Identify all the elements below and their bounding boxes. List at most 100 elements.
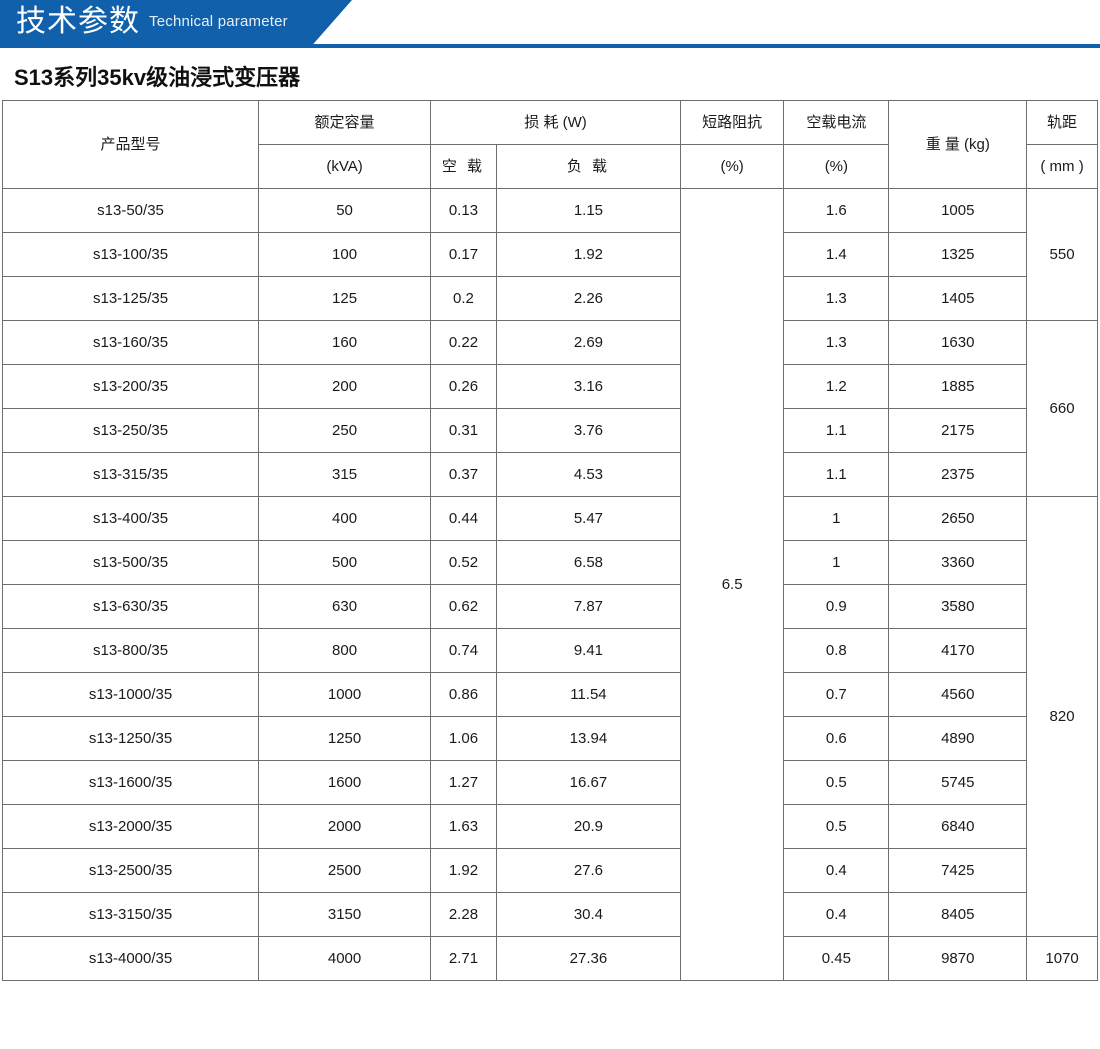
cell-loss-load: 13.94 [495,716,682,762]
cell-loss-load: 27.6 [495,848,682,894]
cell-loss-load: 7.87 [495,584,682,630]
cell-loss-noload: 1.63 [430,804,497,850]
section-banner: 技术参数 Technical parameter [0,0,1100,52]
cell-loss-noload: 0.17 [430,232,497,278]
table-row: s13-1000/35 1000 0.86 11.54 0.7 4560 [1,672,1098,718]
cell-loss-load: 11.54 [495,672,682,718]
cell-noload-current: 1.4 [783,232,890,278]
cell-loss-load: 3.16 [495,364,682,410]
table-row: s13-800/35 800 0.74 9.41 0.8 4170 [1,628,1098,674]
header-capacity-group: 额定容量 [258,100,432,146]
cell-weight: 1405 [888,276,1028,322]
table-row: s13-50/35 50 0.13 1.15 6.5 1.6 1005 550 [1,188,1098,982]
cell-loss-load: 3.76 [495,408,682,454]
cell-noload-current: 1.3 [783,320,890,366]
cell-loss-noload: 1.27 [430,760,497,806]
cell-loss-noload: 0.44 [430,496,497,542]
page-title: S13系列35kv级油浸式变压器 [14,65,301,90]
cell-noload-current: 0.6 [783,716,890,762]
banner-shape [0,0,352,48]
header-weight: 重 量 (kg) [888,100,1028,190]
cell-capacity: 500 [258,540,432,586]
cell-model: s13-2500/35 [1,848,260,894]
header-rail-gauge: 轨距 [1026,100,1098,146]
cell-capacity: 250 [258,408,432,454]
header-rail-gauge-unit-text: ( mm ) [1040,158,1084,175]
cell-noload-current: 1 [783,496,890,542]
cell-model: s13-1000/35 [1,672,260,718]
cell-impedance: 6.5 [680,188,785,982]
table-head: 产品型号 额定容量 损 耗 (W) 短路阻抗 空载电流 重 量 (kg) 轨距 … [1,100,1098,190]
cell-weight: 1885 [888,364,1028,410]
cell-noload-current: 1 [783,540,890,586]
cell-rail-gauge: 820 [1026,496,1098,938]
cell-model: s13-100/35 [1,232,260,278]
table-row: s13-200/35 200 0.26 3.16 1.2 1885 [1,364,1098,410]
cell-model: s13-315/35 [1,452,260,498]
table-row: s13-400/35 400 0.44 5.47 1 2650 820 [1,496,1098,938]
header-capacity-unit: (kVA) [258,144,432,190]
cell-model: s13-3150/35 [1,892,260,938]
header-loss-load: 负 载 [495,144,682,190]
cell-weight: 4560 [888,672,1028,718]
cell-noload-current: 0.9 [783,584,890,630]
cell-noload-current: 0.4 [783,848,890,894]
cell-capacity: 1250 [258,716,432,762]
banner-title-en: Technical parameter [149,12,288,30]
cell-model: s13-125/35 [1,276,260,322]
cell-weight: 2375 [888,452,1028,498]
cell-rail-gauge: 660 [1026,320,1098,498]
cell-noload-current: 0.7 [783,672,890,718]
cell-loss-noload: 0.22 [430,320,497,366]
cell-loss-noload: 0.74 [430,628,497,674]
cell-loss-load: 20.9 [495,804,682,850]
cell-loss-load: 9.41 [495,628,682,674]
table-row: s13-1600/35 1600 1.27 16.67 0.5 5745 [1,760,1098,806]
cell-weight: 3360 [888,540,1028,586]
cell-capacity: 125 [258,276,432,322]
cell-loss-load: 30.4 [495,892,682,938]
cell-weight: 6840 [888,804,1028,850]
table-row: s13-4000/35 4000 2.71 27.36 0.45 9870 1070 [1,936,1098,982]
header-row-top: 产品型号 额定容量 损 耗 (W) 短路阻抗 空载电流 重 量 (kg) 轨距 [1,100,1098,190]
cell-capacity: 400 [258,496,432,542]
spec-table-container: 产品型号 额定容量 损 耗 (W) 短路阻抗 空载电流 重 量 (kg) 轨距 … [1,100,1098,982]
cell-model: s13-2000/35 [1,804,260,850]
cell-weight: 4170 [888,628,1028,674]
cell-noload-current: 1.3 [783,276,890,322]
cell-model: s13-4000/35 [1,936,260,982]
cell-weight: 5745 [888,760,1028,806]
cell-loss-noload: 0.52 [430,540,497,586]
banner-title-cn: 技术参数 [16,5,140,38]
cell-capacity: 200 [258,364,432,410]
cell-loss-load: 2.69 [495,320,682,366]
header-rail-gauge-unit: ( mm ) [1026,144,1098,190]
cell-capacity: 100 [258,232,432,278]
table-row: s13-315/35 315 0.37 4.53 1.1 2375 [1,452,1098,498]
cell-loss-noload: 0.13 [430,188,497,234]
cell-noload-current: 0.45 [783,936,890,982]
table-row: s13-500/35 500 0.52 6.58 1 3360 [1,540,1098,586]
header-model: 产品型号 [1,100,260,190]
cell-weight: 1325 [888,232,1028,278]
cell-loss-load: 2.26 [495,276,682,322]
cell-loss-noload: 0.2 [430,276,497,322]
cell-capacity: 1000 [258,672,432,718]
header-loss-group: 损 耗 (W) [430,100,682,146]
cell-loss-load: 27.36 [495,936,682,982]
table-row: s13-125/35 125 0.2 2.26 1.3 1405 [1,276,1098,322]
cell-loss-load: 16.67 [495,760,682,806]
cell-weight: 8405 [888,892,1028,938]
cell-capacity: 50 [258,188,432,234]
cell-capacity: 1600 [258,760,432,806]
cell-loss-noload: 0.62 [430,584,497,630]
cell-model: s13-1250/35 [1,716,260,762]
header-row-bottom: (kVA) 空 载 负 载 (%) (%) ( mm ) [3,144,1098,190]
cell-loss-load: 4.53 [495,452,682,498]
cell-loss-noload: 1.06 [430,716,497,762]
cell-loss-noload: 0.31 [430,408,497,454]
cell-capacity: 3150 [258,892,432,938]
cell-model: s13-400/35 [1,496,260,542]
cell-loss-load: 5.47 [495,496,682,542]
header-noload-current-unit: (%) [783,144,890,190]
